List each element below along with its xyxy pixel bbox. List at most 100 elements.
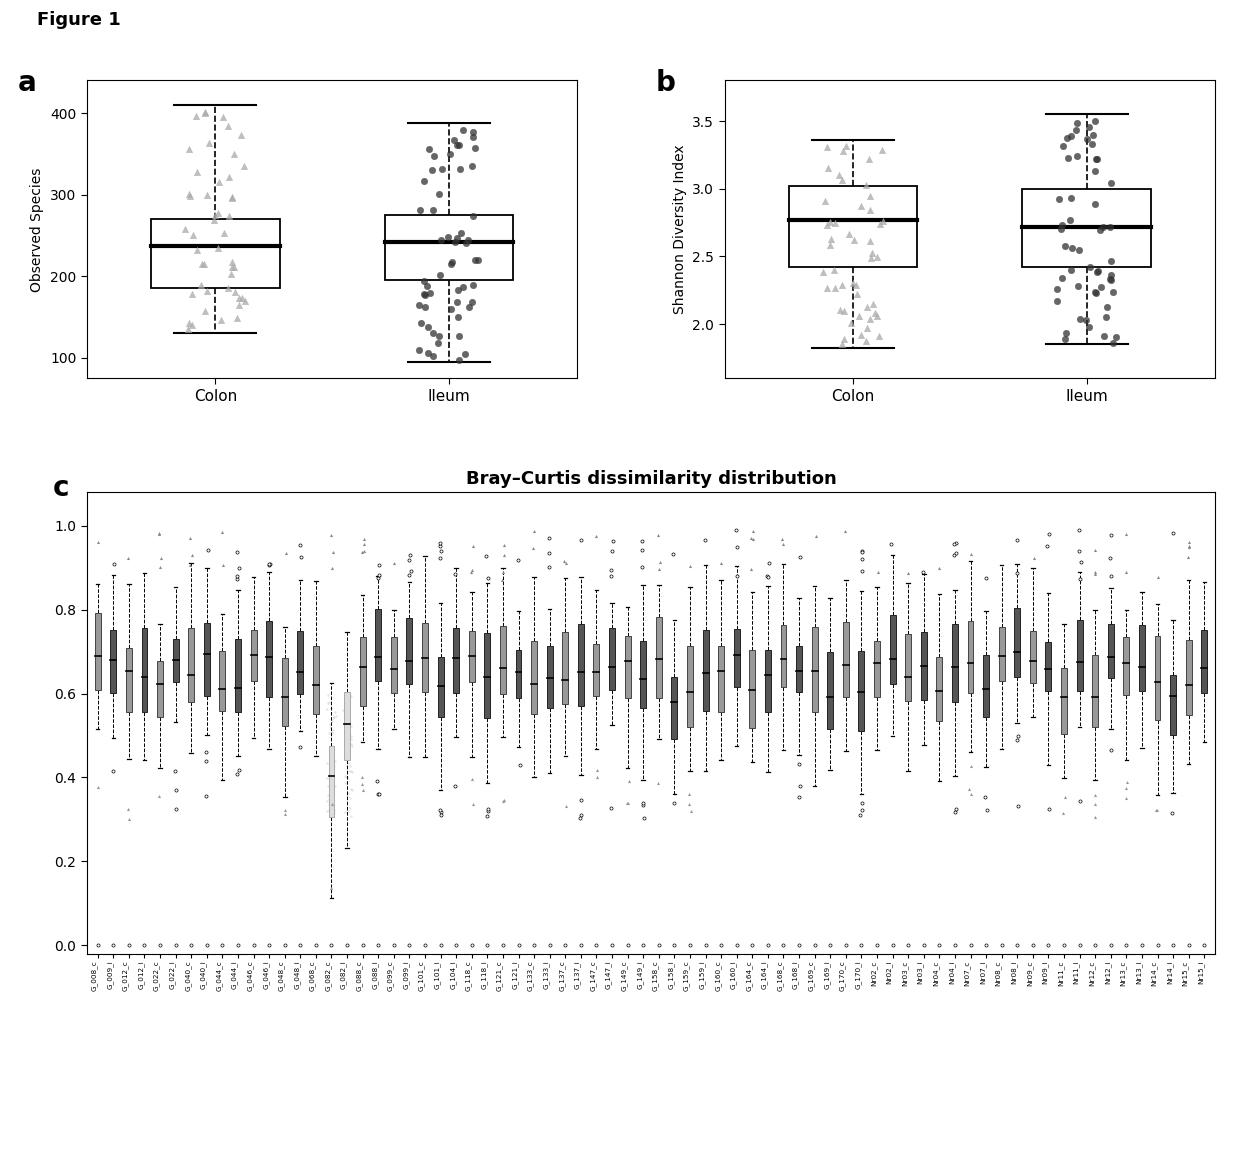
Point [192,255,212,273]
Point [341,807,361,825]
Point [618,936,637,955]
Point [1100,217,1120,236]
Point [1084,126,1104,145]
Point [439,228,459,246]
Point [179,139,198,157]
Point [960,780,980,799]
Point [463,537,482,555]
Point [743,531,763,549]
Point [1085,564,1105,583]
Point [1101,271,1121,290]
Point [859,149,879,168]
Point [1068,277,1087,295]
Point [219,168,239,186]
Point [432,541,451,560]
Point [856,332,875,350]
Point [680,936,699,955]
Point [181,556,201,574]
Point [321,699,341,717]
Point [432,160,451,178]
Y-axis label: Shannon Diversity Index: Shannon Diversity Index [673,145,687,314]
Point [463,123,482,141]
Point [320,724,340,742]
Point [1066,122,1086,140]
Point [409,340,429,358]
Point [1063,239,1083,257]
Point [1085,795,1105,813]
Bar [1014,608,1021,677]
Point [1101,526,1121,545]
Point [222,257,242,276]
Point [1070,936,1090,955]
Point [222,253,242,271]
Point [449,327,469,346]
Point [1101,252,1121,270]
Point [222,188,242,207]
Point [234,157,254,176]
Point [317,754,337,772]
Point [459,298,479,316]
Point [817,138,837,156]
Point [275,936,295,955]
Point [370,556,389,574]
Point [632,541,652,560]
Point [830,301,849,319]
Point [696,936,715,955]
Point [335,688,355,707]
Point [324,801,343,819]
Point [1069,542,1089,561]
Point [415,299,435,317]
Point [317,792,337,810]
Point [1085,283,1105,301]
Bar [1123,637,1130,695]
Point [336,716,356,734]
Point [339,784,358,802]
Bar [594,643,599,696]
Point [213,107,233,125]
Point [459,231,479,249]
Point [322,720,342,739]
Point [820,213,839,231]
Point [945,534,965,553]
Point [275,801,295,819]
Point [977,569,997,587]
Point [290,535,310,554]
Point [632,557,652,576]
Point [479,569,498,587]
Point [601,561,621,579]
Bar [281,658,288,726]
Point [1061,126,1081,145]
Point [208,239,228,257]
Point [384,936,404,955]
Point [429,185,449,203]
Point [335,766,355,785]
Point [231,126,250,145]
Point [321,525,341,543]
Point [1101,936,1121,955]
Bar [219,650,226,711]
Point [1069,241,1089,260]
Point [1023,936,1043,955]
Point [449,352,469,370]
Point [601,799,621,817]
Point [852,562,872,580]
Point [290,738,310,756]
Point [317,694,337,712]
Point [340,757,360,776]
Point [229,761,249,779]
Point [727,566,746,585]
Point [945,803,965,822]
Bar [438,657,444,717]
Point [430,801,450,819]
Point [325,804,345,823]
Point [336,774,356,793]
Point [510,756,529,774]
Point [758,936,777,955]
Point [461,563,481,581]
Point [789,936,808,955]
Point [341,727,361,746]
Point [944,546,963,564]
Point [463,770,482,788]
Bar [422,623,428,692]
Point [1055,788,1075,807]
